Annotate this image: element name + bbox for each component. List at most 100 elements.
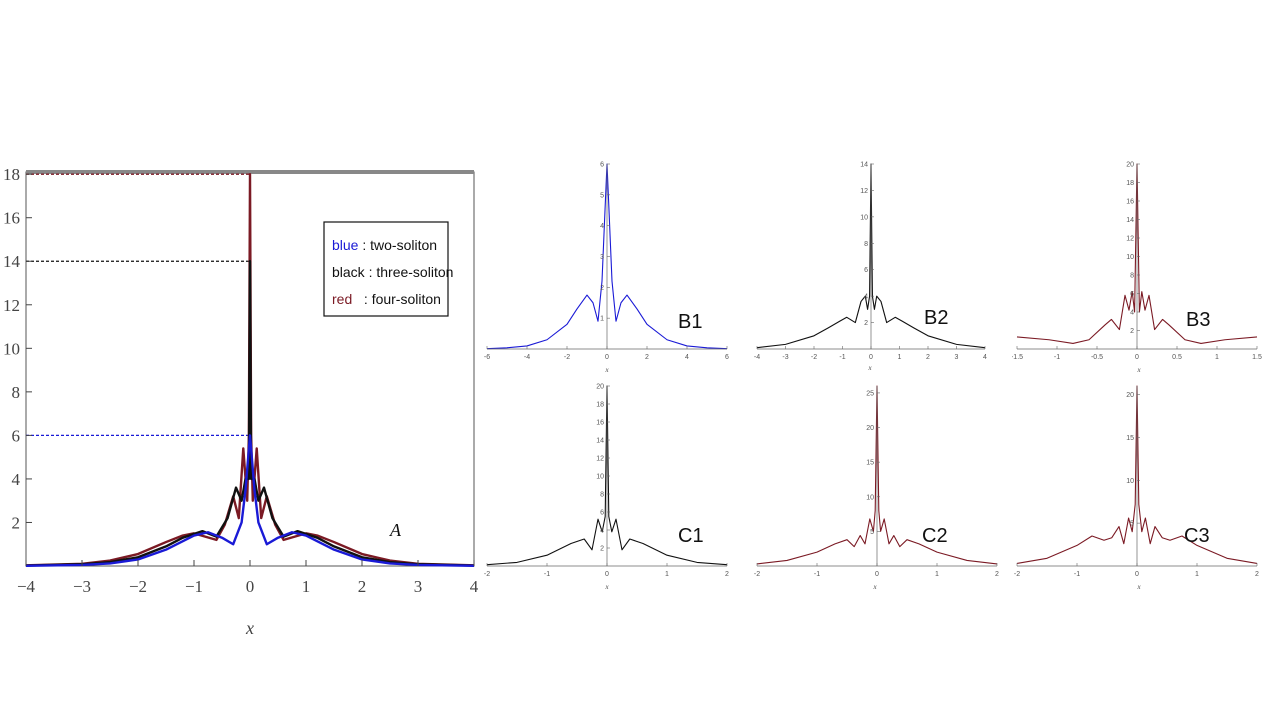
x-axis-label-C2: x	[872, 583, 877, 591]
plot-area-C3: -2 -1 0 1 2 5 10 15 20	[1014, 385, 1259, 578]
x-tick-label: 0	[1135, 354, 1139, 361]
y-tick-label: 5	[1130, 521, 1134, 528]
x-tick-label: 4	[470, 577, 479, 596]
y-tick-label: 6	[1130, 291, 1134, 298]
y-tick-label: 5	[600, 192, 604, 199]
x-tick-label: 1	[898, 354, 902, 361]
y-tick-label: 8	[1130, 273, 1134, 280]
x-tick-label: 1	[1215, 354, 1219, 361]
x-tick-label: 2	[645, 354, 649, 361]
y-tick-label: 5	[870, 529, 874, 536]
series-group	[25, 172, 475, 567]
panel-label-B2: B2	[924, 307, 948, 329]
x-axis-label-B3: x	[1136, 366, 1141, 374]
x-tick-label: 0	[246, 577, 255, 596]
y-tick-label: 4	[600, 223, 604, 230]
y-tick-label: 15	[866, 460, 874, 467]
series-line-2	[25, 260, 475, 567]
x-tick-label: 1.5	[1252, 354, 1262, 361]
y-tick-label: 16	[3, 209, 20, 228]
x-tick-label: 2	[926, 354, 930, 361]
series-line-1	[25, 172, 475, 567]
x-tick-label: 6	[725, 354, 729, 361]
x-tick-label: 0	[605, 571, 609, 578]
y-ticks: 2 4 6 8 10 12 14 16 18	[3, 165, 32, 532]
x-axis-label-B1: x	[604, 366, 609, 374]
x-tick-label: -2	[1014, 571, 1020, 578]
y-tick-label: 14	[860, 162, 868, 169]
y-tick-label: 14	[596, 438, 604, 445]
x-tick-label: -2	[564, 354, 570, 361]
x-tick-label: -1	[814, 571, 820, 578]
x-tick-label: −4	[17, 577, 36, 596]
x-tick-label: 0	[875, 571, 879, 578]
y-tick-label: 2	[600, 546, 604, 553]
y-tick-label: 15	[1126, 435, 1134, 442]
axes: -6 -4 -2 0 2 4 6 1 2 3 4 5 6	[484, 162, 729, 362]
chart-panel-C3: -2 -1 0 1 2 5 10 15 20 C3 x	[1014, 385, 1259, 591]
x-tick-label: 4	[685, 354, 689, 361]
legend-entry-black: black : three-soliton	[332, 264, 453, 280]
x-axis-label-C1: x	[604, 583, 609, 591]
x-tick-label: 0	[605, 354, 609, 361]
x-ticks: −4 −3 −2 −1 0 1 2 3 4	[17, 560, 479, 596]
panel-label-C3: C3	[1184, 525, 1210, 547]
x-tick-label: 4	[983, 354, 987, 361]
legend: blue : two-soliton black : three-soliton…	[323, 221, 453, 317]
y-tick-label: 10	[1126, 254, 1134, 261]
legend-text-red: four-soliton	[372, 291, 441, 307]
y-tick-label: 25	[866, 390, 874, 397]
x-tick-label: -2	[811, 354, 817, 361]
legend-entry-blue: blue : two-soliton	[332, 237, 437, 253]
reference-lines	[26, 173, 250, 437]
y-tick-label: 10	[596, 474, 604, 481]
y-tick-label: 2	[864, 320, 868, 327]
x-tick-label: 1	[302, 577, 311, 596]
x-axis-label-B2: x	[867, 364, 872, 372]
y-tick-label: 4	[12, 470, 21, 489]
chart-panel-B3: -1.5 -1 -0.5 0 0.5 1 1.5 2 4 6 8 10 12 14 16 18 20 B3 x	[1012, 162, 1262, 375]
y-tick-label: 10	[3, 339, 20, 358]
y-tick-label: 18	[3, 165, 20, 184]
x-tick-label: -1	[1054, 354, 1060, 361]
y-tick-label: 20	[1126, 392, 1134, 399]
legend-box	[323, 221, 449, 317]
y-tick-label: 2	[600, 285, 604, 292]
x-tick-label: -1	[1074, 571, 1080, 578]
y-tick-label: 16	[596, 420, 604, 427]
legend-key-blue: blue	[332, 237, 359, 253]
x-axis-label-A: x	[245, 618, 254, 638]
x-tick-label: −3	[73, 577, 91, 596]
legend-key-red: red	[332, 291, 352, 307]
y-tick-label: 12	[1126, 236, 1134, 243]
y-tick-label: 8	[864, 241, 868, 248]
y-tick-label: 12	[860, 188, 868, 195]
x-tick-label: −1	[185, 577, 203, 596]
x-tick-label: 1	[1195, 571, 1199, 578]
y-tick-label: 14	[1126, 217, 1134, 224]
x-tick-label: -4	[754, 354, 760, 361]
x-tick-label: 2	[1255, 571, 1259, 578]
y-tick-label: 20	[866, 425, 874, 432]
legend-sep-black: :	[365, 264, 377, 280]
legend-text-blue: two-soliton	[370, 237, 437, 253]
x-tick-label: 2	[358, 577, 367, 596]
legend-entry-red: red : four-soliton	[332, 291, 441, 307]
y-tick-label: 14	[3, 252, 21, 271]
y-tick-label: 6	[12, 426, 21, 445]
y-tick-label: 4	[600, 528, 604, 535]
y-tick-label: 12	[3, 296, 20, 315]
legend-sep-red: :	[352, 291, 371, 307]
y-tick-label: 1	[600, 316, 604, 323]
y-tick-label: 2	[12, 513, 21, 532]
x-tick-label: 0	[869, 354, 873, 361]
y-tick-label: 10	[1126, 478, 1134, 485]
y-tick-label: 12	[596, 456, 604, 463]
y-tick-label: 8	[12, 383, 21, 402]
